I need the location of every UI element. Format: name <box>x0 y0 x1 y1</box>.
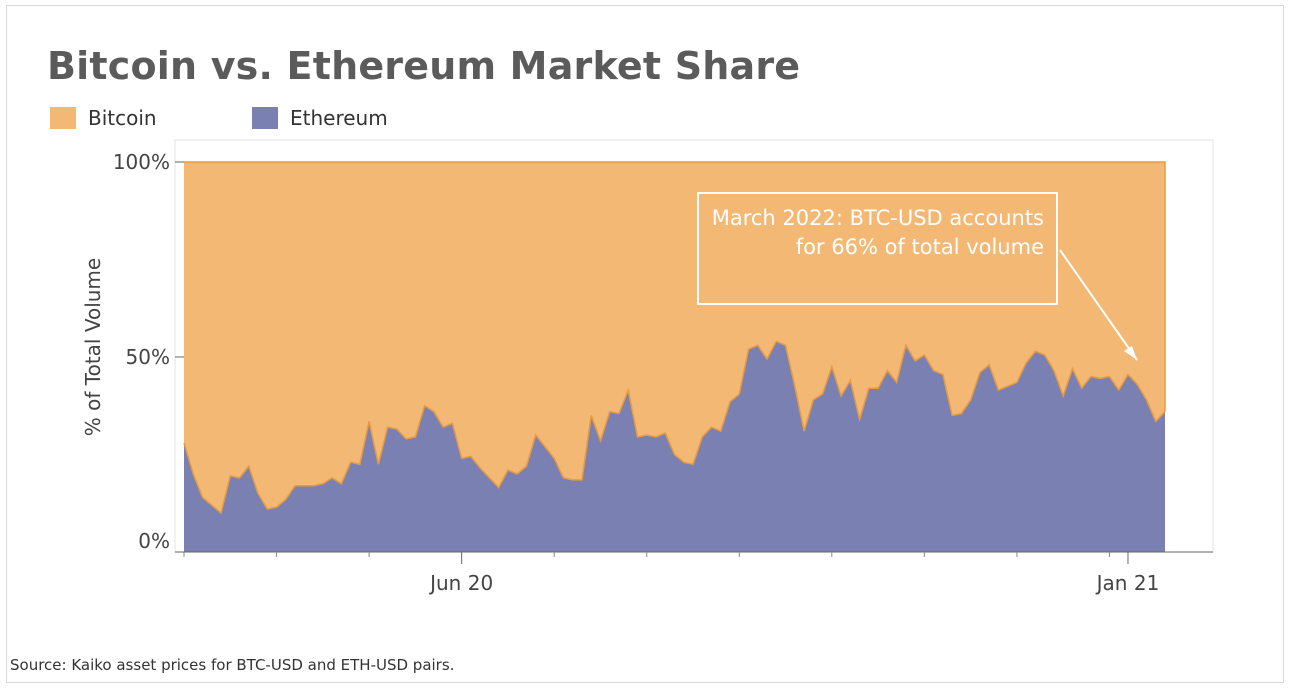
legend-swatch-ethereum <box>252 107 278 129</box>
ethereum-area[interactable] <box>184 341 1165 552</box>
ethereum-line <box>183 340 1166 515</box>
legend-item-ethereum[interactable]: Ethereum <box>252 106 388 130</box>
bitcoin-area[interactable] <box>184 162 1165 513</box>
source-note: Source: Kaiko asset prices for BTC-USD a… <box>10 656 455 674</box>
chart-frame <box>6 5 1284 683</box>
x-tick-label-1: Jan 21 <box>1095 571 1160 595</box>
x-tick-label-0: Jun 20 <box>428 571 493 595</box>
y-tick-label-0: 0% <box>138 529 170 553</box>
bitcoin-line <box>184 161 1166 412</box>
annotation-box: March 2022: BTC-USD accounts for 66% of … <box>697 192 1058 305</box>
annotation-arrow <box>1059 249 1138 361</box>
legend-label-ethereum: Ethereum <box>290 106 388 130</box>
y-tick-label-50: 50% <box>126 345 170 369</box>
y-axis-ticks: 0% 50% 100% <box>113 150 184 553</box>
chart-title: Bitcoin vs. Ethereum Market Share <box>47 44 801 88</box>
legend-label-bitcoin: Bitcoin <box>88 106 157 130</box>
x-minor-ticks <box>183 552 1110 557</box>
y-tick-label-100: 100% <box>113 150 170 174</box>
legend-item-bitcoin[interactable]: Bitcoin <box>50 106 157 130</box>
y-axis-label: % of Total Volume <box>81 258 105 436</box>
legend-swatch-bitcoin <box>50 107 76 129</box>
annotation-arrowhead <box>1124 346 1137 360</box>
